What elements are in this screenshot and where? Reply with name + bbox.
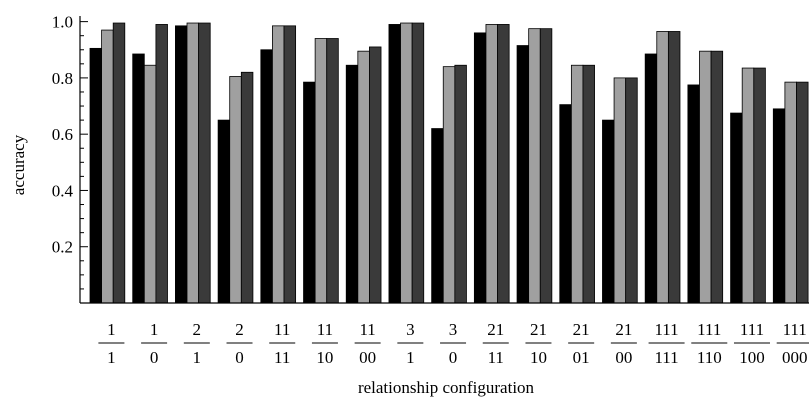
x-tick-label-bottom: 1: [406, 348, 415, 367]
y-tick-label: 0.8: [52, 69, 73, 88]
bar: [485, 24, 498, 304]
bar: [772, 108, 786, 304]
bar: [699, 50, 712, 304]
bar: [528, 28, 541, 304]
bar: [796, 81, 809, 304]
x-tick-label-bottom: 110: [697, 348, 722, 367]
x-tick-label-top: 21: [573, 320, 590, 339]
x-tick-labels: 1110212011111110110031302111211021012100…: [98, 320, 809, 367]
bar: [473, 32, 487, 304]
x-tick-label-top: 21: [615, 320, 632, 339]
bar: [326, 38, 339, 304]
bar: [101, 29, 114, 304]
bar: [570, 64, 584, 304]
bar: [229, 76, 242, 304]
bar: [240, 71, 254, 304]
bar: [741, 67, 755, 304]
bar: [613, 77, 627, 304]
x-tick-label-top: 1: [150, 320, 159, 339]
bar: [602, 119, 615, 304]
axes-layer: 0.2 0.4 0.6 0.8 1.0: [52, 13, 809, 304]
x-tick-label-top: 111: [740, 320, 764, 339]
bar: [656, 31, 669, 304]
x-axis-title: relationship configuration: [358, 378, 535, 397]
bar: [89, 47, 103, 304]
x-tick-label-bottom: 1: [193, 348, 202, 367]
x-tick-label-bottom: 0: [150, 348, 159, 367]
x-tick-label-top: 1: [107, 320, 116, 339]
bar: [345, 64, 359, 304]
y-tick-label: 0.6: [52, 125, 73, 144]
x-tick-label-bottom: 11: [274, 348, 290, 367]
x-tick-label-top: 11: [274, 320, 290, 339]
bar: [582, 64, 595, 304]
bar: [132, 53, 145, 304]
x-tick-label-top: 3: [449, 320, 458, 339]
bar: [314, 38, 328, 304]
x-tick-label-bottom: 0: [449, 348, 458, 367]
x-tick-label-top: 3: [406, 320, 415, 339]
bar: [217, 119, 231, 304]
x-tick-label-top: 111: [697, 320, 721, 339]
bar: [431, 128, 444, 304]
x-tick-label-bottom: 100: [739, 348, 765, 367]
bar: [303, 81, 316, 304]
bar: [753, 67, 766, 304]
bar: [175, 25, 188, 304]
bar: [272, 25, 285, 304]
bar: [516, 45, 530, 304]
x-tick-label-bottom: 10: [530, 348, 547, 367]
x-tick-label-top: 2: [193, 320, 202, 339]
x-tick-label-bottom: 00: [359, 348, 376, 367]
y-tick-label: 1.0: [52, 13, 73, 32]
x-tick-label-top: 11: [359, 320, 375, 339]
bar: [730, 112, 743, 304]
bar: [400, 22, 413, 304]
y-tick-label: 0.2: [52, 238, 73, 257]
bar: [497, 24, 510, 304]
x-tick-label-top: 21: [487, 320, 504, 339]
bar: [644, 53, 658, 304]
x-tick-label-bottom: 11: [488, 348, 504, 367]
x-tick-label-top: 2: [235, 320, 244, 339]
bar: [411, 22, 425, 304]
x-tick-label-bottom: 0: [235, 348, 244, 367]
x-tick-label-bottom: 111: [654, 348, 678, 367]
bar: [186, 22, 200, 304]
bar: [388, 24, 401, 304]
x-tick-label-top: 21: [530, 320, 547, 339]
x-tick-label-top: 11: [317, 320, 333, 339]
bar: [442, 66, 456, 304]
x-tick-label-bottom: 000: [782, 348, 808, 367]
x-tick-label-bottom: 1: [107, 348, 116, 367]
bars-layer: [89, 22, 809, 304]
bar: [539, 28, 553, 304]
bar: [625, 77, 638, 304]
x-tick-label-bottom: 10: [316, 348, 333, 367]
y-tick-label: 0.4: [52, 181, 74, 200]
bar: [155, 24, 168, 304]
x-tick-label-top: 111: [654, 320, 678, 339]
x-tick-label-bottom: 00: [615, 348, 632, 367]
bar: [369, 46, 382, 304]
bar: [357, 50, 370, 304]
y-axis-title: accuracy: [9, 134, 28, 195]
x-tick-label-bottom: 01: [573, 348, 590, 367]
bar: [283, 25, 297, 304]
bar: [143, 64, 157, 304]
x-tick-label-top: 111: [783, 320, 807, 339]
bar: [667, 31, 681, 304]
bar: [260, 49, 273, 304]
bar: [559, 104, 572, 304]
bar: [198, 22, 211, 304]
bar: [784, 81, 797, 304]
bar: [687, 84, 700, 304]
bar: [112, 22, 126, 304]
bar: [454, 64, 467, 304]
bar: [710, 50, 724, 304]
